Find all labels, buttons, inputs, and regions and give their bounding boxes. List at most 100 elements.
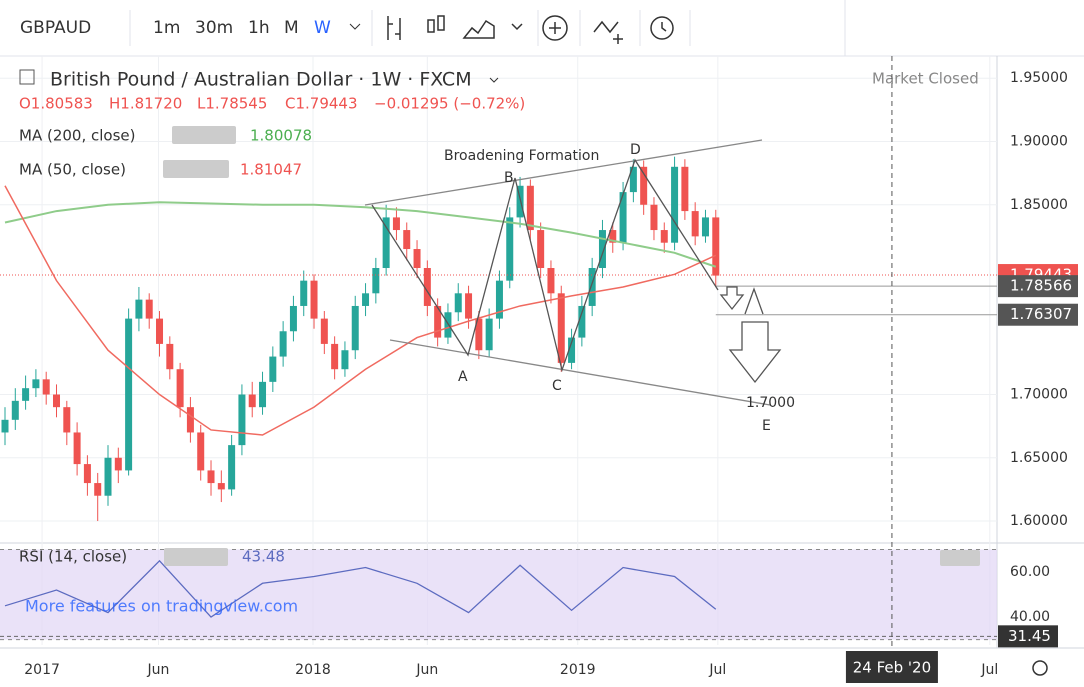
market-status: Market Closed: [872, 70, 979, 88]
candle-body: [444, 312, 452, 338]
ma200-line: [4, 201, 717, 268]
candle-body: [217, 483, 225, 490]
candle-body: [63, 407, 71, 433]
candle-body: [568, 337, 576, 363]
rsi-tag-label: 31.45: [1008, 627, 1051, 645]
candle-body: [176, 369, 184, 408]
ma50-line: [4, 185, 717, 436]
annotation: A: [458, 369, 468, 385]
rsi-tag: [998, 625, 1058, 648]
candle-body: [1, 419, 9, 433]
dropdown[interactable]: [349, 23, 361, 30]
candle-body: [135, 299, 143, 319]
annotation: C: [552, 378, 562, 394]
ma-label: MA (200, close): [19, 127, 135, 145]
annotation: 1.7000: [746, 395, 795, 411]
candle-body: [320, 318, 328, 344]
candle-body: [11, 400, 19, 420]
annotation: Broadening Formation: [444, 148, 599, 164]
ma-label: MA (50, close): [19, 161, 126, 179]
candle-body: [73, 432, 81, 465]
candle-body: [423, 268, 431, 306]
candle-body: [413, 249, 421, 269]
interval[interactable]: W: [314, 18, 331, 38]
candle-body: [465, 293, 473, 319]
chart-style-icons[interactable]: [387, 15, 674, 44]
settings-icon[interactable]: [1032, 660, 1048, 676]
toolbar: [0, 0, 1084, 56]
candle-body: [207, 470, 215, 484]
candle-body: [681, 166, 689, 212]
collapse-icon[interactable]: [19, 69, 35, 85]
cursor-tag: [845, 651, 938, 683]
interval[interactable]: 30m: [195, 18, 233, 38]
annotation: E: [762, 418, 771, 434]
candle-body: [526, 185, 534, 231]
legend-title: British Pound / Australian Dollar · 1W ·…: [50, 69, 472, 91]
candle-body: [279, 331, 287, 357]
marks: [0, 156, 997, 641]
candle-body: [32, 379, 40, 389]
dropdown[interactable]: [489, 77, 499, 83]
candle-body: [598, 230, 606, 269]
candle-body: [475, 318, 483, 351]
legend-icons[interactable]: [163, 126, 980, 566]
ohlc: C1.79443: [285, 95, 358, 113]
candle-body: [619, 192, 627, 243]
grid: [0, 56, 997, 645]
annotation: D: [630, 142, 641, 158]
candle-body: [42, 379, 50, 395]
price-tag: [998, 303, 1078, 326]
candle-body: [485, 318, 493, 351]
candle-body: [145, 299, 153, 319]
candle-body: [660, 230, 668, 243]
rsi-band: [0, 549, 997, 640]
candle-body: [156, 318, 164, 344]
rsi-label: RSI (14, close): [19, 548, 127, 566]
candle-body: [259, 381, 267, 408]
candle-body: [125, 318, 133, 471]
change: −0.01295 (−0.72%): [374, 95, 525, 113]
candle-body: [382, 217, 390, 269]
candle-body: [166, 343, 174, 370]
candle-body: [114, 457, 122, 471]
candle-body: [197, 432, 205, 471]
interval[interactable]: 1h: [248, 18, 270, 38]
time-label: Jun: [415, 662, 438, 678]
price-label: 1.85000: [1010, 197, 1068, 213]
time-label: Jun: [147, 662, 170, 678]
candle-body: [104, 457, 112, 496]
candle-body: [372, 268, 380, 294]
candle-body: [94, 483, 102, 496]
candle-body: [83, 464, 91, 484]
symbol[interactable]: GBPAUD: [20, 18, 91, 38]
candle-body: [671, 166, 679, 243]
candle-body: [228, 445, 236, 490]
candle-body: [392, 217, 400, 231]
candle-body: [691, 211, 699, 237]
ohlc: H1.81720: [109, 95, 182, 113]
price-label: 1.70000: [1010, 387, 1068, 403]
candle-body: [650, 204, 658, 231]
time-label: 2019: [560, 662, 596, 678]
candle-body: [434, 305, 442, 338]
candle-body: [238, 394, 246, 446]
time-label: 2017: [24, 662, 60, 678]
rsi-line: [4, 559, 717, 618]
ohlc: O1.80583: [19, 95, 93, 113]
candle-body: [403, 230, 411, 250]
price-label: 1.60000: [1010, 513, 1068, 529]
time-label: Jul: [980, 662, 998, 678]
candle-body: [300, 280, 308, 306]
price-label: 1.90000: [1010, 133, 1068, 149]
interval[interactable]: M: [284, 18, 299, 38]
time-label: Jul: [708, 662, 726, 678]
interval[interactable]: 1m: [153, 18, 180, 38]
promo[interactable]: More features on tradingview.com: [25, 597, 298, 616]
time-label: 2018: [295, 662, 331, 678]
ohlc: L1.78545: [197, 95, 267, 113]
price-tag: [998, 275, 1078, 298]
ma-value: 1.81047: [240, 161, 302, 179]
